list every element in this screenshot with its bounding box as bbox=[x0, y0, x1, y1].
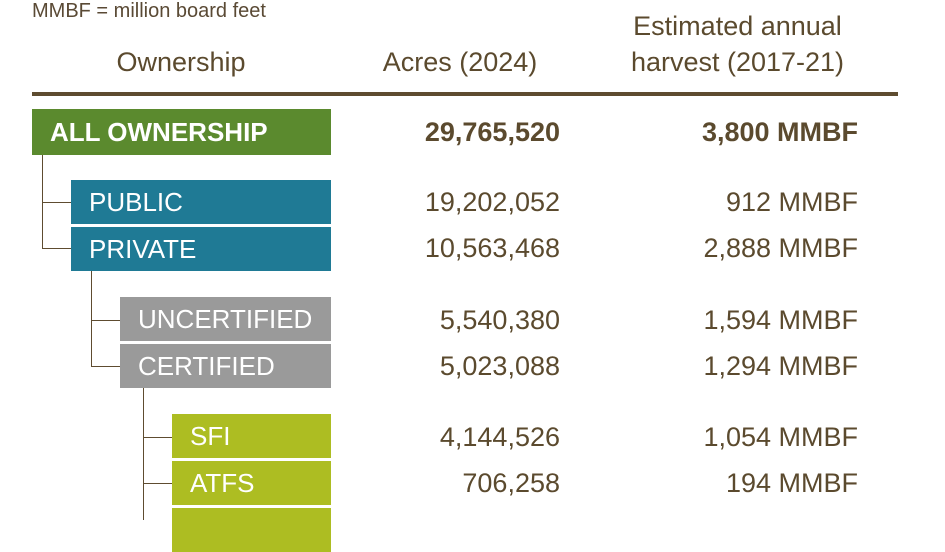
tree-connector bbox=[42, 202, 71, 203]
ownership-sfi: SFI bbox=[172, 414, 331, 458]
header-harvest-line1: Estimated annual bbox=[633, 11, 842, 41]
header-ownership: Ownership bbox=[116, 47, 246, 77]
tree-connector bbox=[143, 437, 172, 438]
acres-all: 29,765,520 bbox=[424, 117, 560, 147]
harvest-public: 912 MMBF bbox=[725, 187, 858, 217]
ownership-uncertified: UNCERTIFIED bbox=[120, 297, 331, 341]
harvest-sfi: 1,054 MMBF bbox=[703, 422, 858, 452]
header-divider bbox=[32, 92, 898, 96]
tree-connector bbox=[143, 387, 144, 520]
tree-connector bbox=[91, 320, 120, 321]
harvest-atfs: 194 MMBF bbox=[725, 468, 858, 498]
ownership-atfs: ATFS bbox=[172, 461, 331, 505]
acres-uncertified: 5,540,380 bbox=[439, 305, 560, 335]
ownership-private: PRIVATE bbox=[71, 227, 331, 271]
acres-public: 19,202,052 bbox=[424, 187, 560, 217]
tree-connector bbox=[91, 366, 120, 367]
ownership-cutoff-row bbox=[172, 508, 331, 552]
tree-connector bbox=[91, 270, 92, 367]
harvest-uncertified: 1,594 MMBF bbox=[703, 305, 858, 335]
harvest-all: 3,800 MMBF bbox=[701, 117, 858, 147]
header-harvest-line2: harvest (2017-21) bbox=[630, 47, 845, 77]
harvest-certified: 1,294 MMBF bbox=[703, 351, 858, 381]
ownership-public: PUBLIC bbox=[71, 180, 331, 224]
ownership-certified: CERTIFIED bbox=[120, 344, 331, 388]
acres-private: 10,563,468 bbox=[424, 233, 560, 263]
acres-sfi: 4,144,526 bbox=[439, 422, 560, 452]
tree-connector bbox=[143, 483, 172, 484]
acres-certified: 5,023,088 bbox=[439, 351, 560, 381]
harvest-private: 2,888 MMBF bbox=[703, 233, 858, 263]
ownership-all: ALL OWNERSHIP bbox=[32, 109, 331, 155]
tree-connector bbox=[42, 248, 71, 249]
legend-note: MMBF = million board feet bbox=[32, 0, 266, 22]
acres-atfs: 706,258 bbox=[462, 468, 560, 498]
header-acres: Acres (2024) bbox=[382, 47, 538, 77]
